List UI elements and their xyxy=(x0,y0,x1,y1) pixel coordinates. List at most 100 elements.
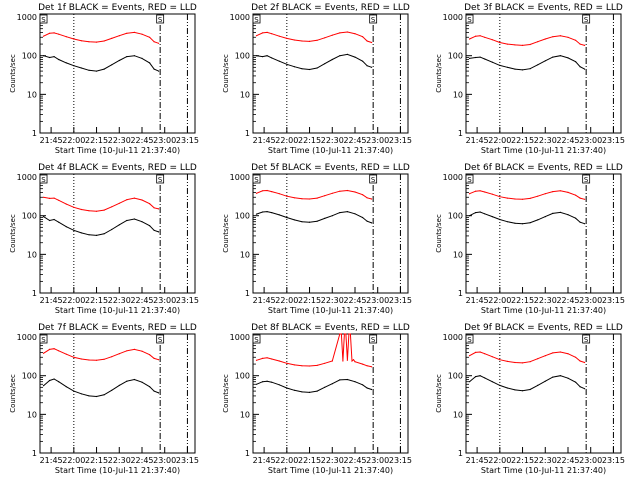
events-data-point xyxy=(255,55,258,57)
y-axis-label: Counts/sec xyxy=(222,54,230,93)
x-tick-label: 22:00 xyxy=(62,456,85,465)
lld-data-point xyxy=(342,360,344,362)
lld-series-line xyxy=(469,190,585,200)
x-tick-label: 22:45 xyxy=(343,136,366,145)
x-tick-label: 22:30 xyxy=(321,136,344,145)
x-tick-label: 21:45 xyxy=(253,456,276,465)
segment-marker-label: S xyxy=(254,336,259,344)
lld-data-point xyxy=(53,348,55,350)
events-data-point xyxy=(331,215,333,217)
events-data-point xyxy=(521,69,524,71)
lld-data-point xyxy=(567,191,569,193)
lld-data-point xyxy=(262,357,264,359)
events-data-point xyxy=(479,56,481,58)
events-data-point xyxy=(468,57,471,60)
x-tick-label: 22:30 xyxy=(108,136,131,145)
detector-chart-9: Det 9f BLACK = Events, RED = LLD 1 10 100 10… xyxy=(435,323,625,475)
events-data-point xyxy=(544,60,546,62)
events-data-point xyxy=(552,212,554,214)
lld-series-line xyxy=(256,189,372,200)
lld-data-point xyxy=(80,40,82,42)
lld-data-point xyxy=(584,361,586,364)
plot-frame xyxy=(465,13,622,134)
events-data-point xyxy=(149,62,151,64)
y-axis-label: Counts/sec xyxy=(9,374,17,413)
events-series-line xyxy=(256,378,372,393)
chart-title: Det 9f BLACK = Events, RED = LLD xyxy=(464,323,623,333)
events-data-point xyxy=(484,213,486,215)
events-data-point xyxy=(111,389,113,391)
lld-data-point xyxy=(88,359,90,361)
lld-data-point xyxy=(362,194,364,196)
events-data-point xyxy=(286,216,288,219)
x-tick-label: 22:45 xyxy=(130,456,153,465)
lld-data-point xyxy=(491,193,493,195)
lld-data-point xyxy=(339,32,341,34)
x-tick-label: 22:30 xyxy=(321,456,344,465)
x-tick-label: 22:45 xyxy=(343,456,366,465)
lld-data-point xyxy=(271,191,273,193)
lld-data-point xyxy=(141,199,143,201)
lld-data-point xyxy=(286,195,288,197)
lld-data-point xyxy=(133,348,135,350)
x-axis-label: Start Time (10-Jul-11 21:37:40) xyxy=(268,466,393,475)
plot-frame xyxy=(39,333,196,454)
lld-data-point xyxy=(271,33,273,35)
segment-marker-label: S xyxy=(371,336,376,344)
lld-data-point xyxy=(293,364,295,366)
x-tick-label: 22:15 xyxy=(298,456,321,465)
lld-data-point xyxy=(346,31,348,33)
lld-data-point xyxy=(537,41,539,43)
events-data-point xyxy=(293,66,295,68)
segment-marker-box xyxy=(582,334,591,344)
plot-frame xyxy=(465,333,622,454)
events-data-point xyxy=(579,66,581,68)
lld-data-point xyxy=(331,192,333,194)
y-tick-label: 100 xyxy=(448,52,463,61)
events-data-point xyxy=(308,391,311,393)
y-tick-label: 1 xyxy=(245,129,250,138)
detector-chart-5: Det 5f BLACK = Events, RED = LLD 1 10 100 10… xyxy=(222,163,412,315)
lld-data-point xyxy=(529,43,531,46)
events-data-point xyxy=(111,228,113,231)
segment-marker-label: S xyxy=(371,176,376,184)
x-tick-label: 22:15 xyxy=(511,296,534,305)
lld-series-line xyxy=(43,348,159,361)
segment-marker-box xyxy=(369,334,378,344)
lld-data-point xyxy=(552,352,554,354)
lld-data-point xyxy=(491,356,493,358)
segment-marker-label: S xyxy=(584,16,589,24)
lld-data-point xyxy=(559,351,561,353)
y-tick-label: 1 xyxy=(32,289,37,298)
lld-data-point xyxy=(468,38,471,40)
events-data-point xyxy=(316,67,318,69)
x-tick-label: 22:45 xyxy=(130,136,153,145)
events-data-point xyxy=(301,391,303,393)
lld-data-point xyxy=(141,33,143,35)
events-data-point xyxy=(42,216,45,218)
lld-data-point xyxy=(286,362,288,364)
x-axis-label: Start Time (10-Jul-11 21:37:40) xyxy=(481,466,606,475)
events-data-point xyxy=(158,392,160,394)
events-data-point xyxy=(339,379,341,381)
events-data-point xyxy=(475,212,477,214)
events-data-point xyxy=(266,55,268,57)
segment-marker-box xyxy=(156,174,165,184)
segment-marker-box xyxy=(39,174,48,184)
y-axis-label: Counts/sec xyxy=(435,374,443,413)
events-data-point xyxy=(141,221,143,223)
lld-data-point xyxy=(339,333,341,335)
x-tick-label: 22:15 xyxy=(85,296,108,305)
y-tick-label: 1 xyxy=(245,289,250,298)
events-data-point xyxy=(514,222,516,224)
events-data-point xyxy=(95,395,98,398)
lld-data-point xyxy=(484,36,486,38)
y-tick-label: 100 xyxy=(448,212,463,221)
lld-data-point xyxy=(301,198,303,200)
lld-data-point xyxy=(475,35,477,37)
events-data-point xyxy=(584,223,586,225)
lld-data-point xyxy=(126,32,128,34)
lld-data-point xyxy=(348,333,350,335)
detector-chart-4: Det 4f BLACK = Events, RED = LLD 1 10 100 10… xyxy=(9,163,199,315)
lld-data-point xyxy=(65,203,67,205)
